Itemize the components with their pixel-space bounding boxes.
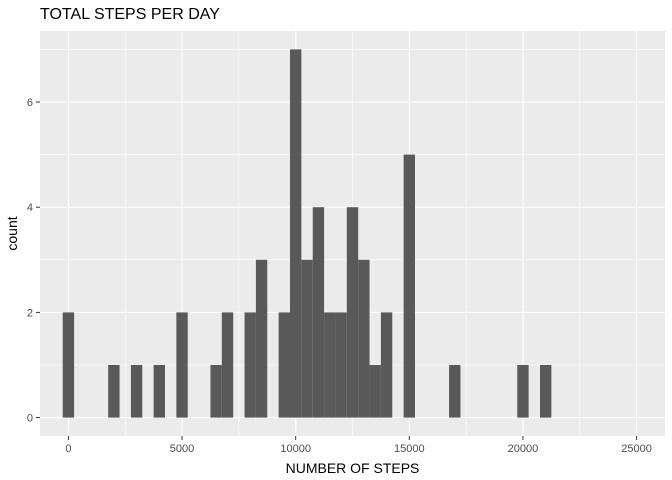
histogram-bar: [255, 259, 268, 418]
histogram-bar: [312, 207, 325, 418]
histogram-bar: [335, 312, 347, 418]
histogram-bars: [62, 49, 552, 418]
histogram-bar: [108, 364, 120, 418]
histogram-bar: [517, 364, 529, 418]
histogram-bar: [176, 312, 188, 418]
histogram-bar: [380, 312, 393, 418]
x-tick-label: 5000: [170, 443, 194, 455]
x-axis-title: NUMBER OF STEPS: [286, 460, 420, 476]
histogram-bar: [153, 364, 165, 418]
histogram-bar: [244, 312, 256, 418]
x-tick-label: 15000: [394, 443, 425, 455]
y-axis: 0 2 4 6: [27, 97, 40, 425]
x-tick-label: 20000: [508, 443, 539, 455]
histogram-bar: [403, 154, 415, 418]
y-tick-label: 4: [27, 202, 33, 214]
histogram-bar: [130, 364, 143, 418]
histogram-bar: [346, 207, 359, 418]
histogram-bar: [210, 364, 222, 418]
y-tick-label: 6: [27, 97, 33, 109]
histogram-bar: [540, 364, 552, 418]
histogram-bar: [290, 49, 302, 418]
histogram-bar: [301, 259, 313, 418]
histogram-bar: [221, 312, 234, 418]
y-tick-label: 2: [27, 307, 33, 319]
histogram-bar: [358, 259, 370, 418]
y-axis-title: count: [4, 216, 20, 250]
histogram-bar: [62, 312, 75, 418]
histogram-bar: [369, 364, 381, 418]
y-tick-label: 0: [27, 413, 33, 425]
x-axis: 0 5000 10000 15000 20000 25000: [65, 436, 652, 455]
chart-title: TOTAL STEPS PER DAY: [40, 6, 220, 23]
histogram-bar: [449, 364, 461, 418]
histogram-bar: [278, 312, 290, 418]
histogram-bar: [324, 312, 336, 418]
x-tick-label: 25000: [621, 443, 652, 455]
x-tick-label: 10000: [280, 443, 311, 455]
x-tick-label: 0: [65, 443, 71, 455]
